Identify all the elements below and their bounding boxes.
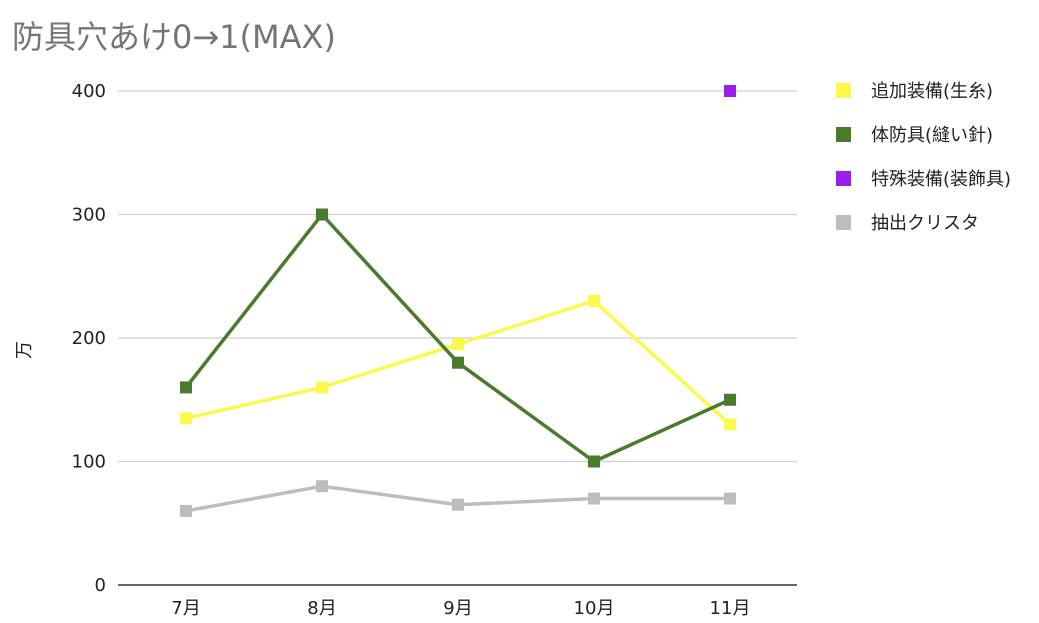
data-point <box>316 208 328 221</box>
data-point <box>316 381 328 394</box>
data-point <box>724 492 736 505</box>
data-point <box>724 418 736 431</box>
data-point <box>452 338 464 351</box>
series-0 <box>180 294 736 431</box>
y-tick-label: 400 <box>72 81 106 102</box>
y-axis-tick-labels: 0 100 200 300 400 <box>72 81 106 596</box>
series-3 <box>180 480 736 517</box>
data-point <box>588 294 600 307</box>
chart-title: 防具穴あけ0→1(MAX) <box>12 18 336 56</box>
y-tick-label: 300 <box>72 205 106 226</box>
x-tick-label: 9月 <box>443 598 472 619</box>
x-axis-tick-labels: 7月 8月 9月 10月 11月 <box>171 598 750 619</box>
series-2 <box>724 85 736 97</box>
gridlines <box>118 90 797 586</box>
y-tick-label: 100 <box>72 452 106 473</box>
legend-swatch <box>836 171 851 186</box>
data-point <box>452 356 464 369</box>
x-tick-label: 11月 <box>710 598 751 619</box>
x-tick-label: 8月 <box>307 598 336 619</box>
series-1 <box>180 208 736 468</box>
data-point <box>588 492 600 505</box>
y-axis-label: 万 <box>14 341 35 359</box>
data-point <box>724 85 736 97</box>
data-point <box>724 393 736 406</box>
legend: 追加装備(生糸) 体防具(縫い針) 特殊装備(装飾具) 抽出クリスタ <box>836 81 1011 234</box>
legend-swatch <box>836 83 851 98</box>
series-lines <box>180 85 736 517</box>
x-tick-label: 7月 <box>171 598 200 619</box>
y-tick-label: 200 <box>72 328 106 349</box>
legend-label: 抽出クリスタ <box>871 213 979 234</box>
legend-label: 特殊装備(装飾具) <box>871 169 1011 190</box>
legend-swatch <box>836 215 851 230</box>
x-tick-label: 10月 <box>574 598 615 619</box>
data-point <box>180 381 192 394</box>
data-point <box>316 480 328 493</box>
data-point <box>588 455 600 468</box>
data-point <box>452 498 464 511</box>
legend-swatch <box>836 127 851 142</box>
data-point <box>180 504 192 517</box>
legend-label: 追加装備(生糸) <box>871 81 993 102</box>
data-point <box>180 412 192 425</box>
legend-label: 体防具(縫い針) <box>871 125 993 146</box>
y-tick-label: 0 <box>95 575 106 596</box>
